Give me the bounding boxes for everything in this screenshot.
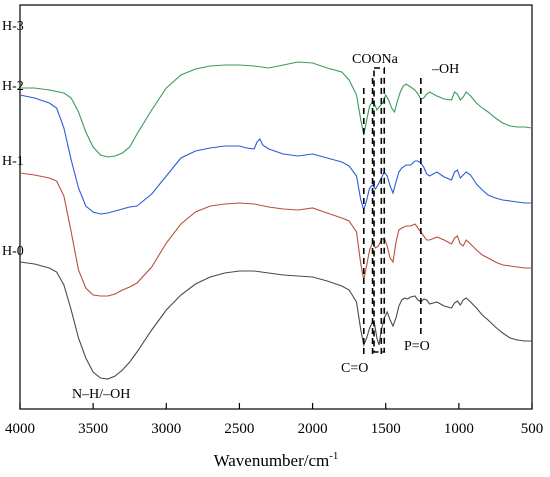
- x-axis: 4000 3500 3000 2500 2000 1500 1000 500: [5, 403, 543, 437]
- annotation-coona: COONa: [352, 52, 399, 67]
- x-tick-label: 500: [521, 421, 544, 437]
- x-tick-label: 3500: [78, 421, 108, 437]
- series-line-h0: [19, 261, 532, 380]
- annotation-po: P=O: [404, 339, 430, 354]
- series-group: [19, 61, 533, 380]
- series-label-h2: H-2: [2, 79, 24, 94]
- x-tick-label: 1500: [371, 421, 401, 437]
- series-line-h3: [20, 61, 533, 158]
- x-tick-label: 1000: [444, 421, 474, 437]
- series-label-h3: H-3: [2, 19, 24, 34]
- guides-group: [362, 67, 422, 355]
- series-line-h2: [19, 94, 532, 215]
- annotation-co: C=O: [341, 361, 368, 376]
- annotation-nh-oh: N–H/–OH: [72, 387, 130, 402]
- series-line-h1: [19, 172, 532, 297]
- annotation-oh: –OH: [431, 62, 459, 77]
- x-axis-title-superscript: -1: [329, 450, 338, 462]
- x-tick-label: 3000: [151, 421, 181, 437]
- coona-box: [373, 67, 386, 353]
- series-label-h0: H-0: [2, 244, 24, 259]
- x-axis-title: Wavenumber/cm-1: [214, 450, 339, 470]
- x-tick-label: 2500: [224, 421, 254, 437]
- x-tick-label: 4000: [5, 421, 35, 437]
- series-label-h1: H-1: [2, 154, 24, 169]
- plot-frame: [19, 4, 533, 410]
- x-tick-label: 2000: [298, 421, 328, 437]
